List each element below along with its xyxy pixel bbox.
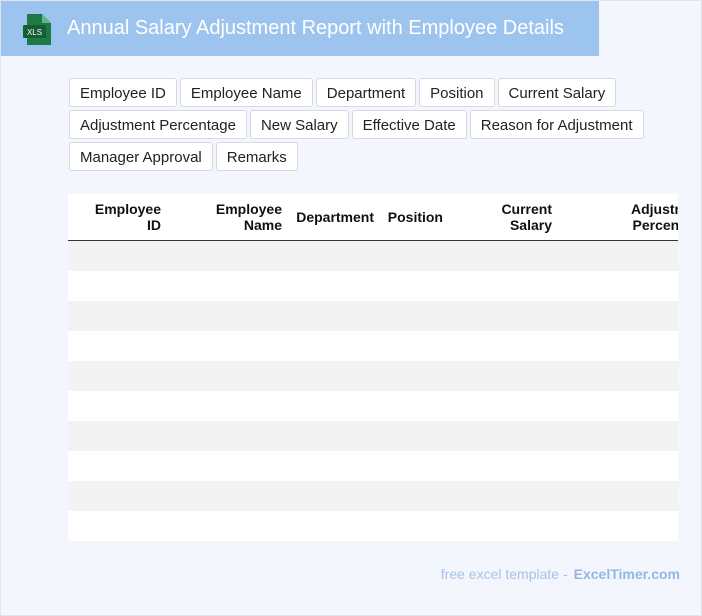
column-header-line: Current [501, 201, 552, 217]
table-row[interactable] [68, 391, 678, 421]
page-title: Annual Salary Adjustment Report with Emp… [67, 17, 564, 39]
column-header-line: Employee [215, 201, 282, 217]
field-chip[interactable]: Reason for Adjustment [469, 110, 644, 139]
table-row[interactable] [68, 481, 678, 511]
table-row[interactable] [68, 451, 678, 481]
column-header[interactable]: Current Salary [501, 201, 552, 233]
field-chip[interactable]: Current Salary [497, 78, 617, 107]
column-header[interactable]: Department [296, 209, 374, 225]
field-chip[interactable]: Effective Date [351, 110, 467, 139]
column-header-line: Percentage [632, 217, 678, 233]
column-header-line: Position [387, 209, 443, 225]
column-header[interactable]: Employee ID [95, 201, 161, 233]
field-chip[interactable]: Employee ID [69, 78, 177, 107]
column-header-line: Name [243, 217, 282, 233]
table-row[interactable] [68, 361, 678, 391]
footer: free excel template - ExcelTimer.com [441, 566, 680, 582]
footer-brand-link[interactable]: ExcelTimer.com [573, 566, 680, 582]
footer-text: free excel template - [440, 566, 568, 582]
table-row[interactable] [68, 511, 678, 541]
column-header-line: Employee [94, 201, 161, 217]
field-chip[interactable]: Adjustment Percentage [69, 110, 247, 139]
field-chip[interactable]: Remarks [215, 142, 298, 171]
table-row[interactable] [68, 331, 678, 361]
table-header: Employee ID Employee Name Department Position… [68, 194, 678, 241]
field-chip[interactable]: New Salary [249, 110, 349, 139]
column-header[interactable]: Position [388, 209, 443, 225]
title-bar: XLS Annual Salary Adjustment Report with… [1, 1, 599, 56]
table-row[interactable] [68, 301, 678, 331]
field-chip[interactable]: Department [315, 78, 417, 107]
column-header-line: Salary [509, 217, 552, 233]
data-table: Employee ID Employee Name Department Position… [68, 194, 678, 541]
field-chip[interactable]: Manager Approval [69, 142, 213, 171]
column-header[interactable]: Employee Name [216, 201, 282, 233]
field-chip[interactable]: Position [419, 78, 495, 107]
column-header-line: Adjustment [631, 201, 678, 217]
table-row[interactable] [68, 241, 678, 271]
table-row[interactable] [68, 271, 678, 301]
column-header-line: Department [296, 209, 374, 225]
column-header-line: ID [147, 217, 161, 233]
table-row[interactable] [68, 421, 678, 451]
field-chip-list: Employee ID Employee Name Department Positi… [69, 78, 649, 171]
excel-file-icon: XLS [23, 14, 51, 45]
xls-icon-label: XLS [27, 28, 42, 37]
field-chip[interactable]: Employee Name [179, 78, 313, 107]
